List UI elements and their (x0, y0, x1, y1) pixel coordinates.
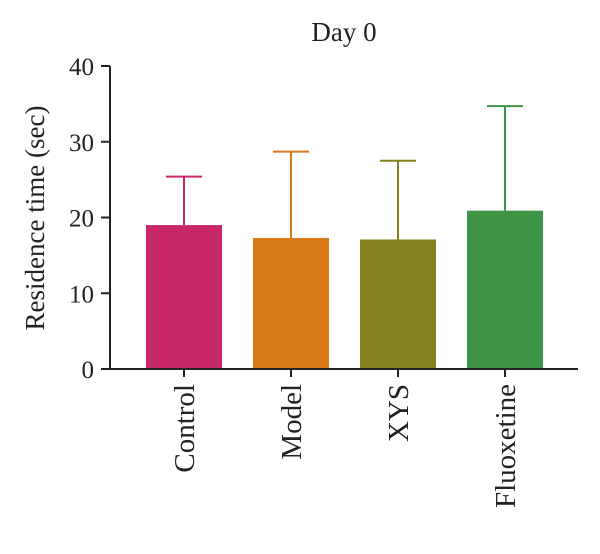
bar-fluoxetine (467, 210, 543, 369)
y-tick-label-10: 10 (69, 281, 94, 308)
x-tick-label-xys: XYS (383, 384, 415, 442)
y-axis-label: Residence time (sec) (20, 106, 50, 331)
y-tick-label-20: 20 (69, 206, 94, 233)
chart-title: Day 0 (311, 17, 376, 47)
error-bars-group (166, 105, 523, 240)
y-tick-label-30: 30 (69, 130, 94, 157)
y-tick-label-0: 0 (82, 357, 95, 384)
y-tick-label-40: 40 (69, 54, 94, 81)
bar-model (253, 237, 329, 369)
bar-control (146, 225, 222, 369)
bar-xys (360, 239, 436, 369)
x-tick-label-control: Control (169, 384, 201, 473)
x-tick-label-fluoxetine: Fluoxetine (490, 384, 522, 508)
bars-group (146, 210, 543, 369)
y-ticks-group: 0 10 20 30 40 (69, 54, 110, 384)
x-tick-labels-group: Control Model XYS Fluoxetine (169, 369, 522, 508)
x-tick-label-model: Model (276, 384, 308, 460)
